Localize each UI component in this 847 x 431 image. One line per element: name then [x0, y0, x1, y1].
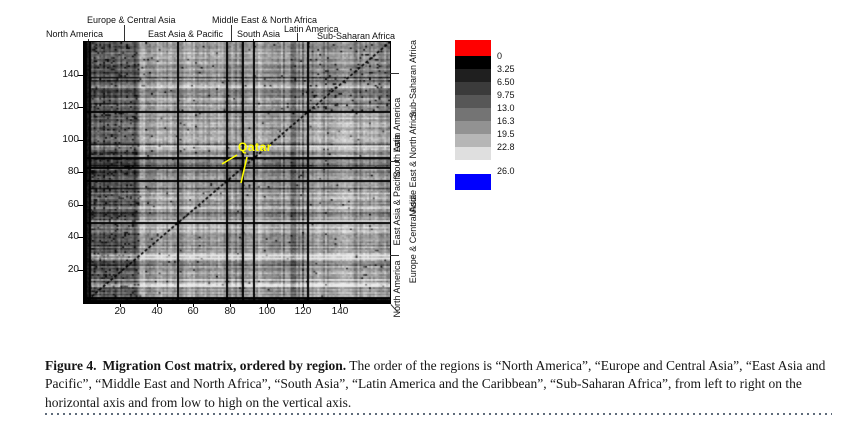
right-label-sub-saharan-africa: Sub-Saharan Africa	[408, 39, 418, 119]
y-tick-80: 80	[67, 166, 79, 177]
y-tickmark	[78, 140, 83, 141]
caption-body: The order of the regions is “North Ameri…	[45, 357, 826, 410]
x-tickmark	[340, 303, 341, 307]
right-tickmark	[390, 255, 399, 256]
legend-gray-step	[455, 147, 491, 160]
legend-tick-163: 16.3	[497, 116, 515, 126]
x-tick-60: 60	[187, 306, 199, 317]
x-tick-80: 80	[224, 306, 236, 317]
heatmap-canvas	[84, 42, 390, 303]
top-label-latin-america: Latin America	[284, 24, 339, 34]
right-tickmark	[390, 161, 399, 162]
leader-line	[231, 25, 232, 43]
figure-number: Figure 4.	[45, 357, 97, 373]
top-label-europe-central-asia: Europe & Central Asia	[87, 15, 176, 25]
legend-over-block	[455, 40, 491, 56]
legend-tick-975: 9.75	[497, 90, 515, 100]
legend-gray-step	[455, 82, 491, 95]
legend-tick-650: 6.50	[497, 77, 515, 87]
right-label-east-asia-pacific: East Asia & Pacific	[392, 170, 402, 246]
y-tick-20: 20	[67, 264, 79, 275]
legend-gray-step	[455, 121, 491, 134]
legend-gray-step	[455, 95, 491, 108]
y-tick-120: 120	[62, 101, 79, 112]
y-tickmark	[78, 107, 83, 108]
x-tickmark	[193, 303, 194, 307]
y-tickmark	[78, 75, 83, 76]
legend-tick-130: 13.0	[497, 103, 515, 113]
x-tick-20: 20	[114, 306, 126, 317]
legend-tick-260: 26.0	[497, 166, 515, 176]
top-label-sub-saharan-africa: Sub-Saharan Africa	[317, 31, 396, 41]
x-tickmark	[120, 303, 121, 307]
y-tick-140: 140	[62, 69, 79, 80]
legend-gray-step	[455, 56, 491, 69]
y-tick-100: 100	[62, 134, 79, 145]
y-tickmark	[78, 270, 83, 271]
legend-tick-0: 0	[497, 51, 503, 61]
y-tickmark	[78, 237, 83, 238]
x-tickmark	[230, 303, 231, 307]
legend-gray-step	[455, 69, 491, 82]
x-tick-120: 120	[294, 306, 312, 317]
legend-tick-228: 22.8	[497, 142, 515, 152]
x-tickmark	[267, 303, 268, 307]
x-tick-40: 40	[151, 306, 163, 317]
heatmap-matrix	[83, 41, 391, 304]
legend-under-block	[455, 174, 491, 190]
y-tick-40: 40	[67, 231, 79, 242]
right-label-middle-east-north-africa: Middle East & North Africa	[408, 111, 418, 217]
y-tickmark	[78, 205, 83, 206]
y-tick-60: 60	[67, 199, 79, 210]
top-label-south-asia: South Asia	[237, 29, 281, 39]
legend-tick-195: 19.5	[497, 129, 515, 139]
right-label-latin-america: Latin America	[392, 97, 402, 153]
dotted-separator	[45, 413, 832, 415]
legend-tick-325: 3.25	[497, 64, 515, 74]
top-label-middle-east-north-africa: Middle East & North Africa	[212, 15, 318, 25]
leader-line	[124, 25, 125, 43]
leader-line	[297, 33, 298, 43]
x-tickmark	[157, 303, 158, 307]
x-tick-100: 100	[258, 306, 276, 317]
top-label-north-america: North America	[46, 29, 104, 39]
caption-title: Migration Cost matrix, ordered by region…	[102, 357, 347, 373]
right-tickmark	[390, 73, 399, 74]
x-tickmark	[303, 303, 304, 307]
y-tickmark	[78, 172, 83, 173]
legend-gray-step	[455, 134, 491, 147]
top-label-east-asia-pacific: East Asia & Pacific	[148, 29, 224, 39]
x-tick-140: 140	[331, 306, 349, 317]
figure-caption: Figure 4. Migration Cost matrix, ordered …	[45, 357, 837, 413]
legend-gray-step	[455, 108, 491, 121]
qatar-annotation: Qatar	[238, 140, 272, 154]
